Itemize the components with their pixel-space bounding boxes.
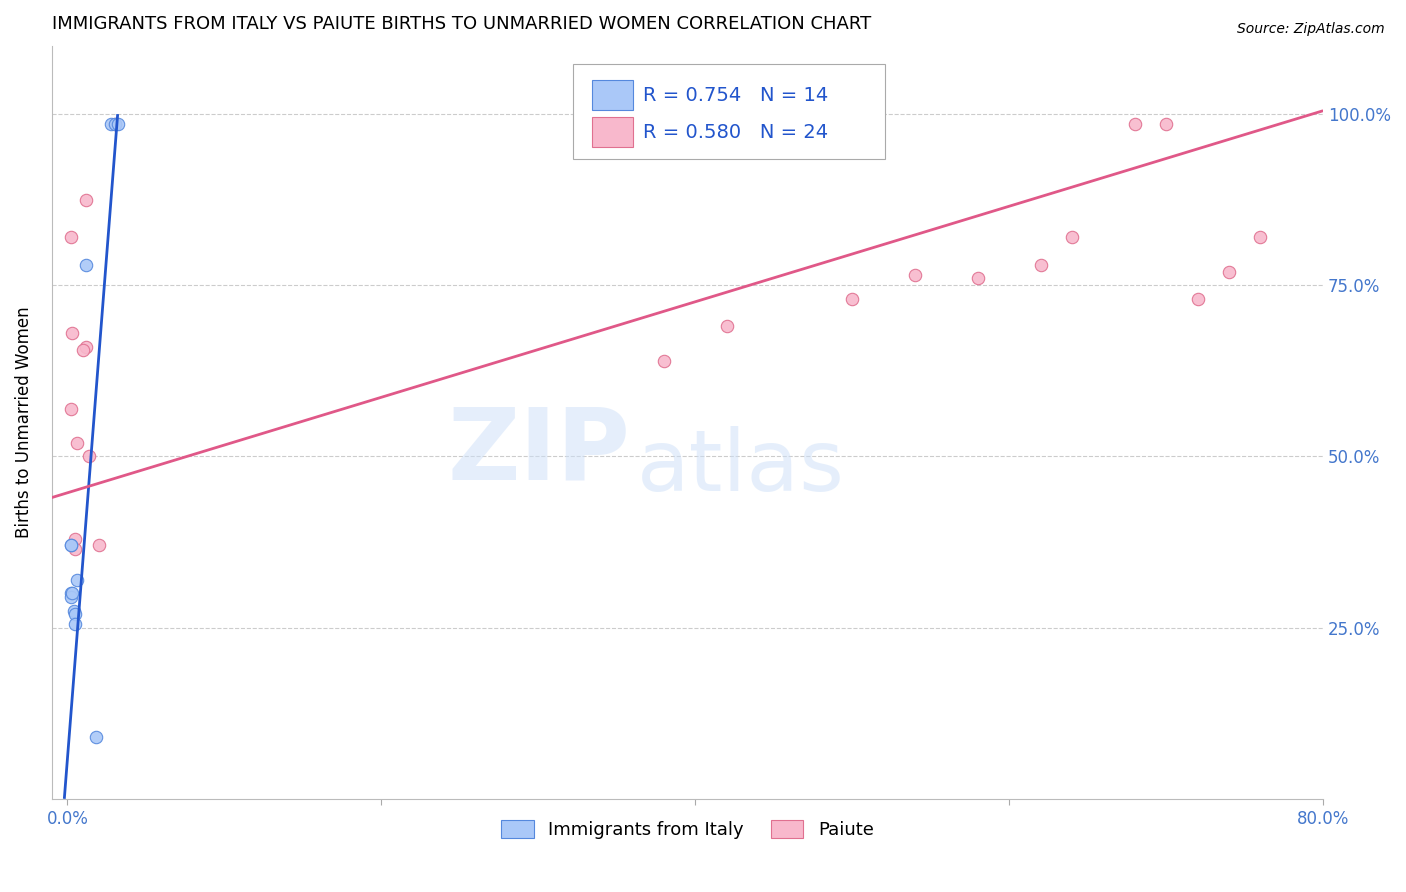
Point	[107, 117, 129, 131]
Text: atlas: atlas	[637, 426, 845, 509]
Point	[66, 435, 89, 450]
Point	[84, 730, 107, 744]
Point	[79, 450, 101, 464]
Point	[75, 258, 97, 272]
Point	[66, 573, 89, 587]
Text: ZIP: ZIP	[447, 404, 630, 501]
Text: R = 0.754   N = 14: R = 0.754 N = 14	[643, 86, 828, 105]
Point	[1060, 230, 1083, 244]
Point	[652, 353, 675, 368]
Point	[59, 539, 82, 553]
Point	[59, 539, 82, 553]
Point	[103, 117, 125, 131]
Point	[966, 271, 988, 285]
Point	[65, 607, 87, 621]
Point	[716, 319, 738, 334]
Point	[65, 532, 87, 546]
Text: IMMIGRANTS FROM ITALY VS PAIUTE BIRTHS TO UNMARRIED WOMEN CORRELATION CHART: IMMIGRANTS FROM ITALY VS PAIUTE BIRTHS T…	[52, 15, 870, 33]
Point	[904, 268, 927, 282]
Point	[65, 541, 87, 556]
Point	[72, 343, 94, 358]
Point	[1249, 230, 1271, 244]
Point	[841, 292, 863, 306]
Point	[1187, 292, 1209, 306]
FancyBboxPatch shape	[592, 80, 633, 111]
Point	[100, 117, 122, 131]
FancyBboxPatch shape	[592, 117, 633, 147]
Point	[103, 117, 125, 131]
Text: R = 0.580   N = 24: R = 0.580 N = 24	[643, 123, 828, 142]
Point	[59, 586, 82, 600]
Text: Source: ZipAtlas.com: Source: ZipAtlas.com	[1237, 22, 1385, 37]
Point	[87, 539, 110, 553]
Point	[59, 230, 82, 244]
Point	[75, 340, 97, 354]
FancyBboxPatch shape	[574, 64, 884, 159]
Point	[62, 603, 84, 617]
Point	[60, 326, 83, 341]
Point	[75, 193, 97, 207]
Y-axis label: Births to Unmarried Women: Births to Unmarried Women	[15, 307, 32, 538]
Point	[1029, 258, 1052, 272]
Point	[1123, 117, 1146, 131]
Point	[1154, 117, 1177, 131]
Point	[59, 590, 82, 604]
Point	[60, 586, 83, 600]
Point	[59, 401, 82, 416]
Point	[65, 617, 87, 632]
Point	[1218, 265, 1240, 279]
Legend: Immigrants from Italy, Paiute: Immigrants from Italy, Paiute	[494, 813, 882, 847]
